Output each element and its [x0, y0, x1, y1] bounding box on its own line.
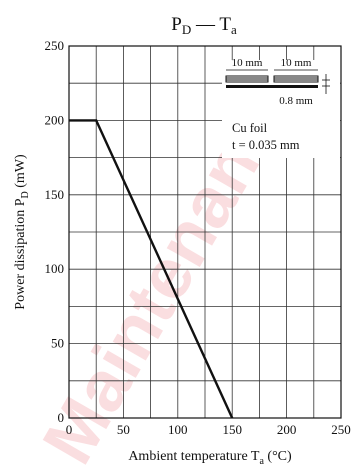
y-tick-label: 250	[45, 38, 65, 53]
board-inset: 10 mm 10 mm 0.8 mm Cu foil t = 0.035 mm	[222, 57, 340, 158]
inset-thickness: 0.8 mm	[279, 95, 313, 107]
y-tick-label: 150	[45, 187, 65, 202]
y-axis-label: Power dissipation PD (mW)	[13, 154, 31, 310]
x-tick-label: 250	[331, 422, 351, 437]
inset-note-line1: Cu foil	[232, 121, 268, 135]
x-axis-label: Ambient temperature Ta (°C)	[128, 449, 292, 467]
foil-pad-left	[225, 75, 269, 83]
inset-note-line2: t = 0.035 mm	[232, 138, 300, 152]
y-tick-label: 0	[58, 410, 65, 425]
y-tick-label: 200	[45, 112, 65, 127]
inset-dim-2: 10 mm	[281, 57, 312, 69]
chart-title: PD — Ta	[171, 14, 237, 37]
x-tick-labels: 0 50 100 150 200 250	[66, 422, 351, 437]
derating-line	[69, 119, 234, 419]
board-base	[226, 85, 318, 88]
x-tick-label: 200	[277, 422, 297, 437]
foil-pad-right	[273, 75, 319, 83]
inset-dim-1: 10 mm	[232, 57, 263, 69]
x-tick-label: 150	[222, 422, 242, 437]
x-tick-label: 100	[168, 422, 188, 437]
x-tick-label: 50	[117, 422, 130, 437]
x-tick-label: 0	[66, 422, 73, 437]
y-tick-label: 100	[45, 261, 65, 276]
plot-frame	[68, 45, 342, 419]
y-tick-label: 50	[51, 336, 64, 351]
y-tick-labels: 0 50 100 150 200 250	[45, 38, 65, 425]
series-layer	[69, 119, 234, 419]
